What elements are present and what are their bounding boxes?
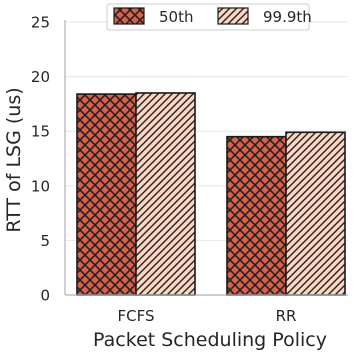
x-axis-label: Packet Scheduling Policy (93, 329, 327, 351)
y-tick-labels: 0 5 10 15 20 25 (31, 14, 50, 305)
legend-swatch-99-9th (217, 7, 249, 25)
bar-rr-50th (226, 135, 287, 296)
bar-fcfs-50th (76, 93, 137, 296)
bar-fcfs-99-9th (135, 92, 196, 296)
legend-label-99-9th: 99.9th (263, 8, 312, 26)
legend: 50th 99.9th (106, 3, 312, 31)
y-tick-label: 10 (31, 177, 50, 195)
y-tick-label: 20 (31, 68, 50, 86)
bars (76, 92, 346, 296)
x-tick-label: RR (276, 307, 297, 325)
y-tick-label: 15 (31, 123, 50, 141)
y-axis-label: RTT of LSG (us) (3, 87, 25, 232)
legend-frame (106, 3, 310, 31)
y-tick-label: 25 (31, 14, 50, 32)
bar-rr-99-9th (285, 131, 346, 296)
y-tick-label: 5 (40, 232, 50, 250)
legend-label-50th: 50th (159, 8, 193, 26)
x-tick-labels: FCFS RR (118, 307, 297, 325)
x-tick-label: FCFS (118, 307, 155, 325)
axes (64, 20, 348, 296)
y-tick-label: 0 (40, 287, 50, 305)
legend-swatch-50th (113, 7, 145, 25)
